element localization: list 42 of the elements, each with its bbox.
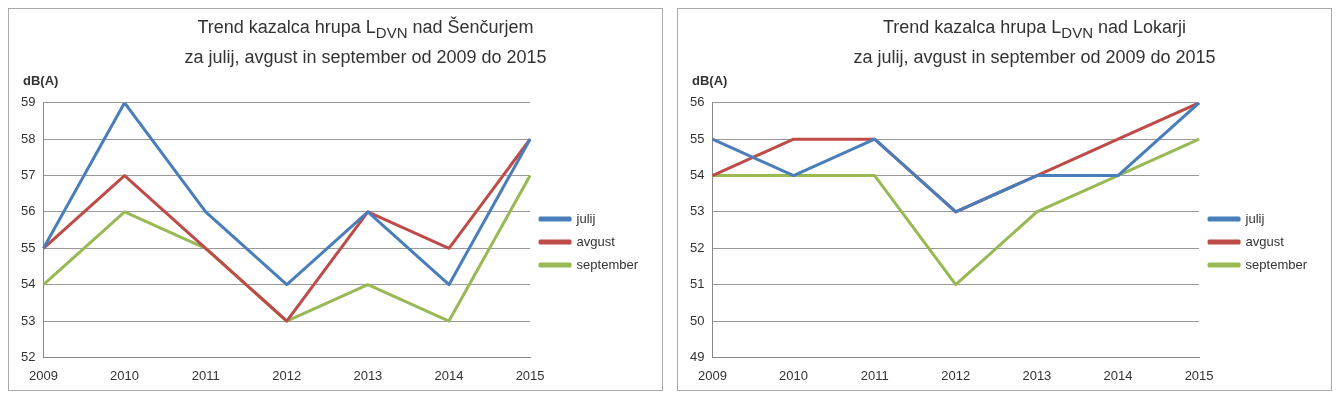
y-tick-label: 53	[689, 203, 705, 219]
chart-title: Trend kazalca hrupa L$_{DVN}$ nad Lokarji	[881, 16, 1188, 43]
y-tick-label: 53	[20, 312, 36, 328]
x-tick-label: 2015	[1184, 367, 1214, 383]
legend-label: avgust	[576, 233, 616, 249]
y-tick-label: 52	[689, 239, 705, 255]
y-tick-label: 55	[20, 239, 36, 255]
x-tick-label: 2012	[941, 367, 971, 383]
y-tick-label: 51	[689, 276, 705, 292]
legend-label: julij	[575, 210, 596, 226]
y-tick-label: 54	[20, 276, 36, 292]
chart-subtitle: za julij, avgust in september od 2009 do 2015	[852, 45, 1217, 69]
y-axis-title: dB(A)	[692, 73, 728, 88]
legend-label: september	[576, 256, 639, 272]
x-tick-label: 2009	[698, 367, 727, 383]
x-tick-label: 2014	[1103, 367, 1133, 383]
y-tick-label: 56	[689, 94, 705, 110]
y-tick-label: 52	[20, 348, 36, 364]
x-tick-label: 2013	[353, 367, 383, 383]
y-tick-label: 54	[689, 167, 705, 183]
y-tick-label: 57	[20, 167, 36, 183]
legend-label: julij	[1244, 210, 1265, 226]
legend-label: avgust	[1245, 233, 1285, 249]
legend-label: september	[1245, 256, 1308, 272]
y-tick-label: 56	[20, 203, 36, 219]
x-tick-label: 2013	[1022, 367, 1052, 383]
x-tick-label: 2010	[110, 367, 140, 383]
chart-subtitle: za julij, avgust in september od 2009 do 2015	[183, 45, 548, 69]
y-tick-label: 49	[689, 348, 705, 364]
x-tick-label: 2015	[515, 367, 545, 383]
y-tick-label: 59	[20, 94, 36, 110]
y-tick-label: 55	[689, 130, 705, 146]
y-tick-label: 58	[20, 130, 36, 146]
y-axis-title: dB(A)	[23, 73, 59, 88]
x-tick-label: 2011	[860, 367, 889, 383]
chart-title: Trend kazalca hrupa L$_{DVN}$ nad Šenčurjem	[196, 15, 535, 43]
y-tick-label: 50	[689, 312, 705, 328]
x-tick-label: 2011	[191, 367, 220, 383]
x-tick-label: 2014	[434, 367, 464, 383]
x-tick-label: 2012	[272, 367, 302, 383]
x-tick-label: 2009	[29, 367, 58, 383]
x-tick-label: 2010	[779, 367, 809, 383]
